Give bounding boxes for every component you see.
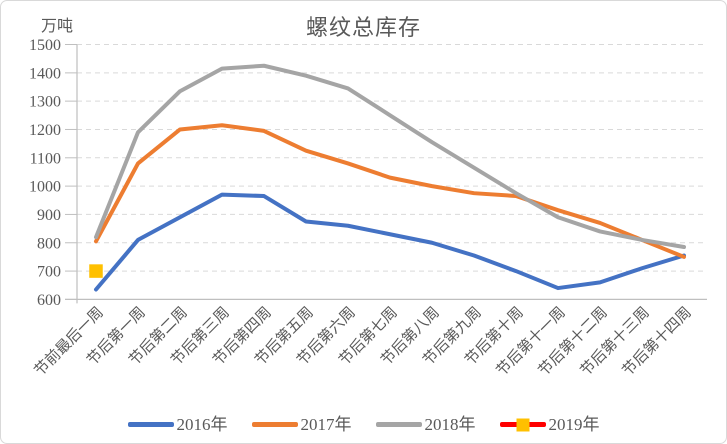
- y-axis-label-1400: 1400: [29, 65, 61, 82]
- chart-title: 螺纹总库存: [305, 15, 421, 40]
- legend-line-swatch-2018年: [375, 422, 422, 427]
- series-marker-2019年: [89, 264, 103, 278]
- y-axis-label-1300: 1300: [29, 94, 61, 111]
- y-axis-label-900: 900: [37, 207, 61, 224]
- legend-item-2018年: 2018年: [375, 415, 476, 434]
- y-axis-label-1100: 1100: [30, 150, 61, 167]
- legend-label-2017年: 2017年: [300, 415, 352, 434]
- y-axis-label-600: 600: [37, 292, 61, 309]
- legend-line-swatch-2016年: [127, 422, 174, 427]
- legend-label-2018年: 2018年: [424, 415, 476, 434]
- series-line-2016年: [94, 192, 686, 292]
- chart-legend: 2016年 2017年 2018年 2019年: [1, 416, 726, 433]
- series-line-2017年: [94, 123, 686, 259]
- legend-label-2019年: 2019年: [548, 415, 600, 434]
- y-axis-label-800: 800: [37, 235, 61, 252]
- legend-line-swatch-2019年: [499, 418, 546, 431]
- legend-item-2016年: 2016年: [127, 415, 228, 434]
- legend-item-2019年: 2019年: [499, 415, 600, 434]
- y-axis-label-1200: 1200: [29, 122, 61, 139]
- y-axis-label-1500: 1500: [29, 37, 61, 54]
- series-line-2018年: [94, 63, 686, 250]
- legend-square-marker-2019年: [516, 418, 529, 431]
- legend-line-swatch-2017年: [251, 422, 298, 427]
- legend-item-2017年: 2017年: [251, 415, 352, 434]
- y-axis-label-1000: 1000: [29, 179, 61, 196]
- y-axis-unit-label: 万吨: [41, 18, 74, 35]
- x-axis-label-15: 节后第十四周: [618, 303, 694, 379]
- legend-label-2016年: 2016年: [176, 415, 228, 434]
- y-axis-label-700: 700: [37, 264, 61, 281]
